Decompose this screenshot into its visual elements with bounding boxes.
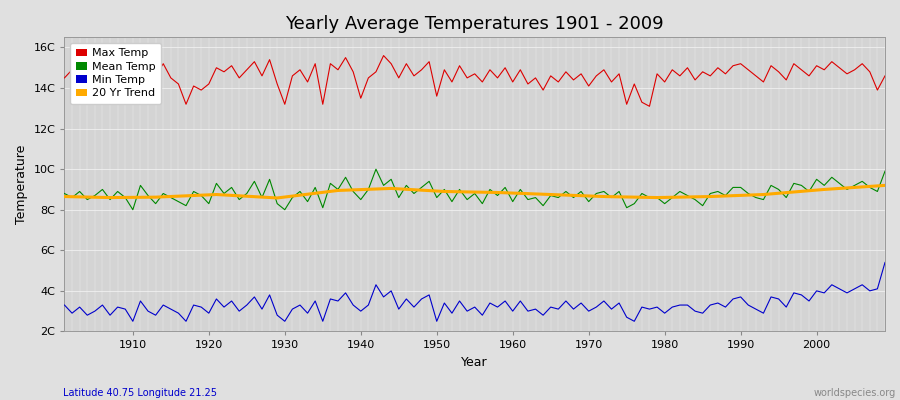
X-axis label: Year: Year (462, 356, 488, 369)
Text: worldspecies.org: worldspecies.org (814, 388, 896, 398)
Y-axis label: Temperature: Temperature (15, 145, 28, 224)
Title: Yearly Average Temperatures 1901 - 2009: Yearly Average Temperatures 1901 - 2009 (285, 15, 664, 33)
Legend: Max Temp, Mean Temp, Min Temp, 20 Yr Trend: Max Temp, Mean Temp, Min Temp, 20 Yr Tre… (70, 43, 161, 104)
Text: Latitude 40.75 Longitude 21.25: Latitude 40.75 Longitude 21.25 (63, 388, 217, 398)
